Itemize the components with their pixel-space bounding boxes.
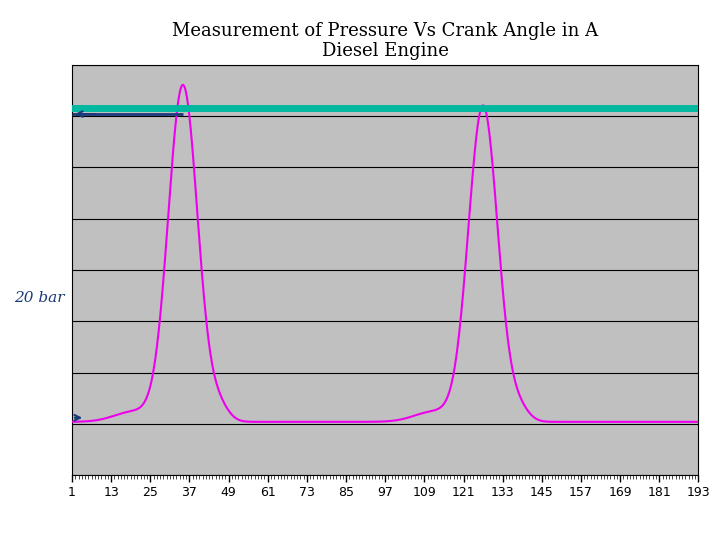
Text: 20 bar: 20 bar [14, 292, 65, 306]
Title: Measurement of Pressure Vs Crank Angle in A
Diesel Engine: Measurement of Pressure Vs Crank Angle i… [172, 22, 598, 60]
